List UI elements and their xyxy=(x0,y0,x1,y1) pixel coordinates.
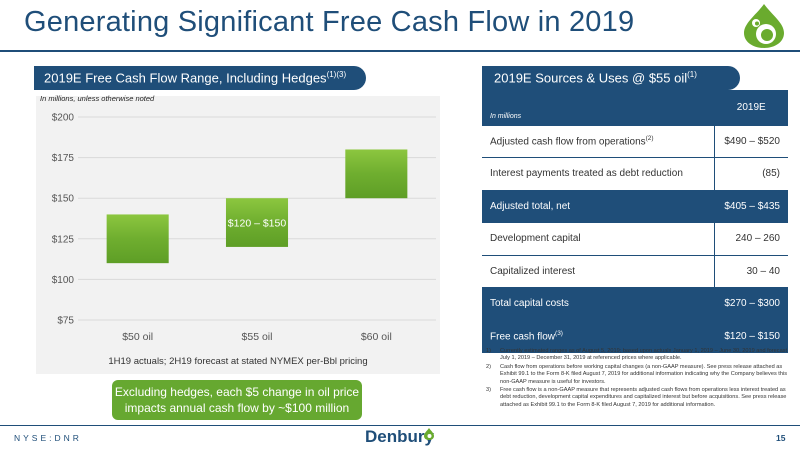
page-title: Generating Significant Free Cash Flow in… xyxy=(24,6,635,38)
footnote-text: Currently estimated ranges as of August … xyxy=(500,348,788,362)
denbury-logo-icon xyxy=(744,4,784,48)
footnote: 3) Free cash flow is a non-GAAP measure … xyxy=(486,387,788,409)
sources-uses-table: In millions 2019E Adjusted cash flow fro… xyxy=(482,90,788,353)
row-label-text: Free cash flow xyxy=(490,331,556,343)
footnote-text: Cash flow from operations before working… xyxy=(500,363,787,385)
footnote-number: 2) xyxy=(486,363,491,370)
table-row: Interest payments treated as debt reduct… xyxy=(482,157,788,191)
chart-caption: 1H19 actuals; 2H19 forecast at stated NY… xyxy=(108,356,368,367)
right-heading-text: 2019E Sources & Uses @ $55 oil xyxy=(494,70,688,86)
y-tick-label: $75 xyxy=(57,316,74,327)
footnote: 2) Cash flow from operations before work… xyxy=(486,364,788,386)
free-cash-flow-chart: $75 $100 $125 $150 $175 $200 $50 oil $120 – $15… xyxy=(52,113,436,343)
row-label-text: Adjusted total, net xyxy=(490,200,571,212)
row-label-text: Adjusted cash flow from operations xyxy=(490,136,646,148)
row-footnote-ref: (2) xyxy=(645,135,654,143)
table-row: Development capital 240 – 260 xyxy=(482,222,788,256)
page-number: 15 xyxy=(776,433,786,443)
row-label: Adjusted total, net xyxy=(482,190,714,223)
row-value: $405 – $435 xyxy=(713,190,788,223)
units-note: In millions, unless otherwise noted xyxy=(40,94,155,103)
row-value: $120 – $150 xyxy=(713,320,788,353)
row-label: Development capital xyxy=(482,222,714,256)
left-heading-footnote-ref: (1)(3) xyxy=(326,70,347,79)
row-value: 30 – 40 xyxy=(713,255,788,288)
y-tick-label: $150 xyxy=(52,194,75,205)
left-heading-text: 2019E Free Cash Flow Range, Including He… xyxy=(44,70,327,86)
left-panel-heading: 2019E Free Cash Flow Range, Including He… xyxy=(34,66,366,90)
x-tick-label: $55 oil xyxy=(242,331,273,343)
range-bar xyxy=(345,149,408,199)
title-divider xyxy=(0,50,800,52)
footer-divider xyxy=(0,425,800,426)
table-row-subtotal: Total capital costs $270 – $300 xyxy=(482,287,788,321)
bar-data-label: $120 – $150 xyxy=(228,218,287,230)
y-tick-label: $175 xyxy=(52,153,75,164)
table-row-subtotal: Adjusted total, net $405 – $435 xyxy=(482,190,788,223)
y-tick-label: $125 xyxy=(52,234,75,245)
y-tick-label: $200 xyxy=(52,113,75,124)
footnote-number: 3) xyxy=(486,387,491,394)
row-label: Adjusted cash flow from operations(2) xyxy=(482,125,714,158)
sensitivity-callout: Excluding hedges, each $5 change in oil … xyxy=(112,380,362,420)
brand-name: Denbury xyxy=(365,427,434,446)
row-label: Capitalized interest xyxy=(482,255,714,288)
table-header-value: 2019E xyxy=(713,90,788,126)
brand-drop-icon xyxy=(424,428,434,440)
row-label: Interest payments treated as debt reduct… xyxy=(482,157,714,191)
row-value: 240 – 260 xyxy=(713,222,788,256)
row-label: Free cash flow(3) xyxy=(482,320,714,353)
stock-ticker: NYSE:DNR xyxy=(14,433,82,443)
table-row: Adjusted cash flow from operations(2) $4… xyxy=(482,125,788,158)
x-tick-label: $60 oil xyxy=(361,331,392,343)
right-panel-heading: 2019E Sources & Uses @ $55 oil(1) xyxy=(482,66,740,90)
table-row: Capitalized interest 30 – 40 xyxy=(482,255,788,288)
y-tick-label: $100 xyxy=(52,275,75,286)
row-value: $490 – $520 xyxy=(713,125,788,158)
footnote: 1) Currently estimated ranges as of Augu… xyxy=(486,348,788,363)
row-label-text: Interest payments treated as debt reduct… xyxy=(490,168,683,180)
table-header-row: In millions 2019E xyxy=(482,90,788,126)
table-header-label: In millions xyxy=(482,90,714,126)
table-row-total: Free cash flow(3) $120 – $150 xyxy=(482,320,788,353)
row-value: (85) xyxy=(713,157,788,191)
x-tick-label: $50 oil xyxy=(122,331,153,343)
range-bar xyxy=(106,214,169,264)
row-footnote-ref: (3) xyxy=(555,330,563,338)
footnotes: 1) Currently estimated ranges as of Augu… xyxy=(486,348,788,410)
right-heading-footnote-ref: (1) xyxy=(687,70,697,79)
row-label-text: Total capital costs xyxy=(490,298,569,310)
row-value: $270 – $300 xyxy=(713,287,788,321)
footnote-number: 1) xyxy=(486,348,491,354)
row-label: Total capital costs xyxy=(482,287,714,321)
row-label-text: Development capital xyxy=(490,233,581,245)
range-bar xyxy=(225,198,289,247)
row-label-text: Capitalized interest xyxy=(490,265,576,277)
footnote-text: Free cash flow is a non-GAAP measure tha… xyxy=(500,387,787,408)
